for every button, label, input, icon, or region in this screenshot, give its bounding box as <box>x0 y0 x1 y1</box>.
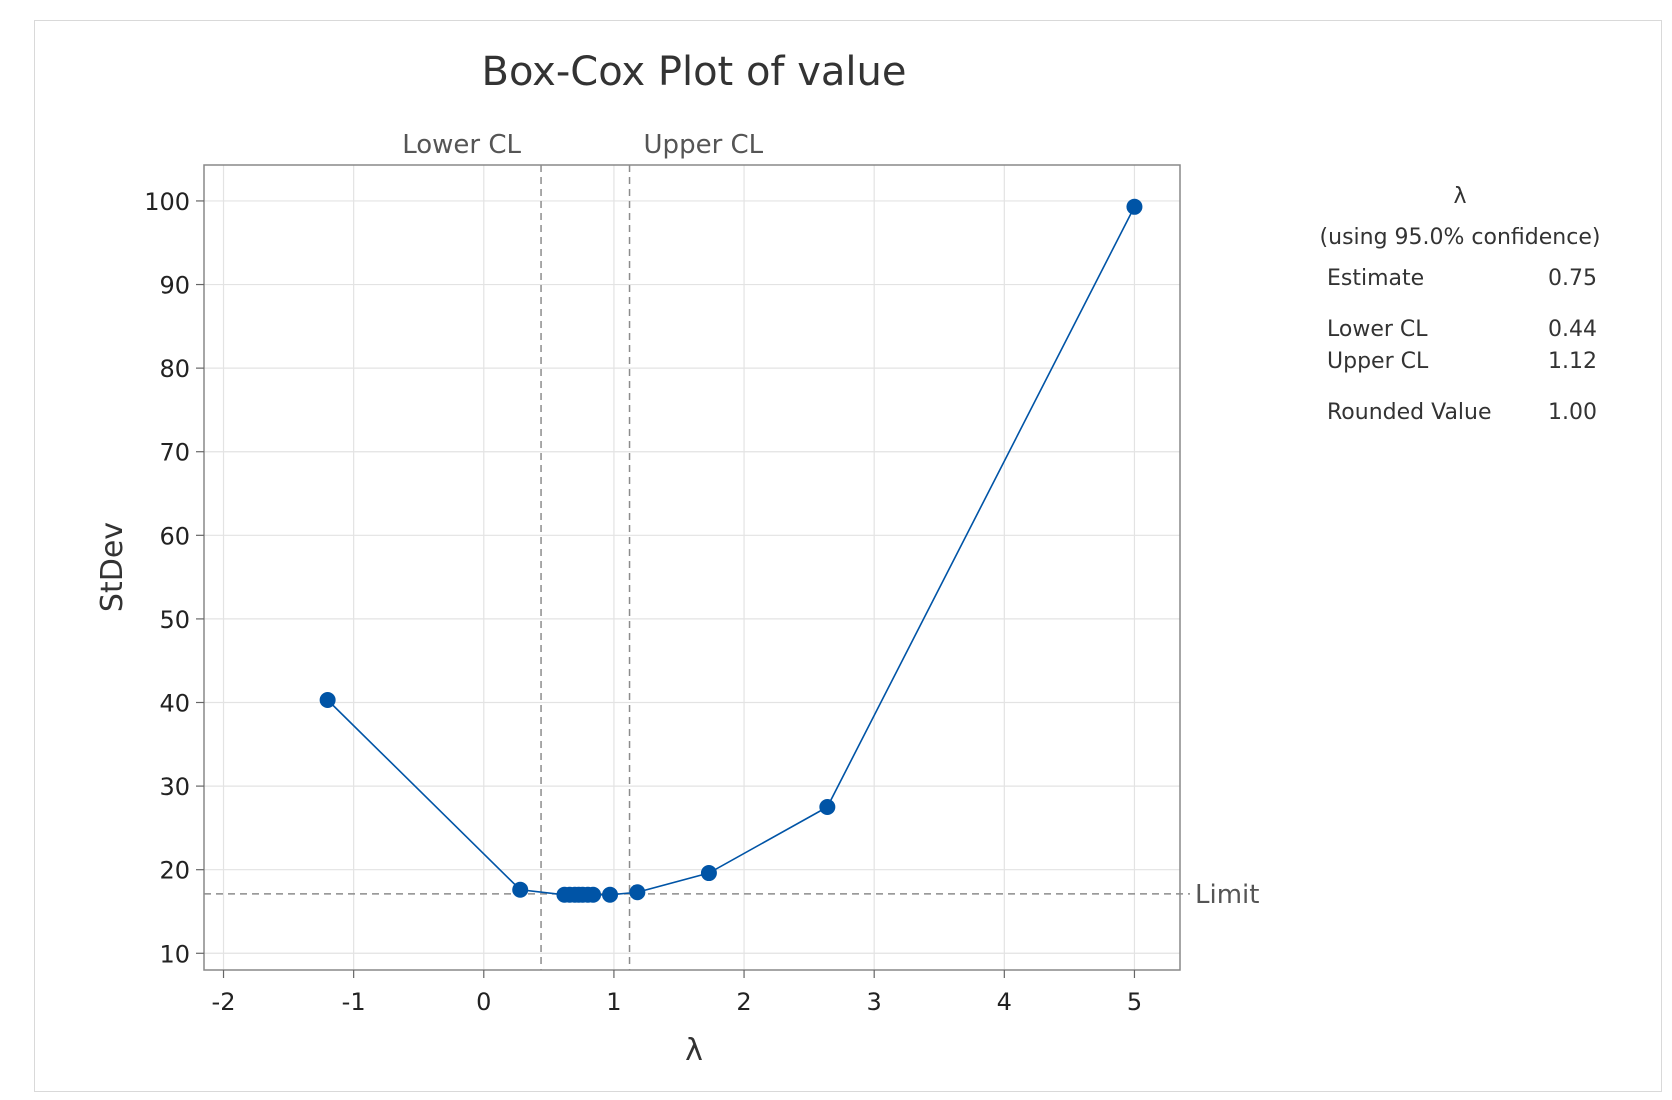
upper-cl-label: Upper CL <box>644 130 764 160</box>
series-line <box>327 206 1136 896</box>
data-point <box>585 886 602 903</box>
x-axis-ticks: -2 -1 0 1 2 3 4 5 <box>212 970 1142 1016</box>
y-tick-label: 20 <box>159 857 190 885</box>
x-tick-label: -2 <box>212 988 236 1016</box>
data-point <box>819 798 836 815</box>
data-point <box>629 884 646 901</box>
x-tick-label: 3 <box>867 988 882 1016</box>
y-tick-label: 60 <box>159 522 190 550</box>
grid <box>204 165 1180 970</box>
legend: λ (using 95.0% confidence) Estimate 0.75… <box>1320 184 1601 425</box>
y-tick-label: 30 <box>159 773 190 801</box>
y-tick-label: 40 <box>159 690 190 718</box>
y-tick-label: 50 <box>159 606 190 634</box>
chart-frame <box>34 20 1662 1092</box>
plot-area <box>203 164 1181 971</box>
data-point <box>512 881 529 898</box>
series <box>319 198 1143 903</box>
y-tick-label: 10 <box>159 940 190 968</box>
data-point <box>700 865 717 882</box>
x-tick-label: 4 <box>997 988 1012 1016</box>
legend-value-estimate: 0.75 <box>1548 266 1597 291</box>
legend-value-upper-cl: 1.12 <box>1548 349 1597 374</box>
limit-label: Limit <box>1195 880 1259 910</box>
x-tick-label: 5 <box>1127 988 1142 1016</box>
legend-label-lower-cl: Lower CL <box>1327 317 1428 342</box>
legend-label-estimate: Estimate <box>1327 266 1424 291</box>
chart-title: Box-Cox Plot of value <box>482 49 907 95</box>
x-tick-label: 1 <box>606 988 621 1016</box>
data-point <box>319 691 336 708</box>
legend-heading: λ <box>1453 184 1466 209</box>
lower-cl-label: Lower CL <box>402 130 521 160</box>
y-axis-ticks: 10 20 30 40 50 60 70 80 90 100 <box>144 188 204 968</box>
data-point <box>1126 198 1143 215</box>
legend-value-rounded-value: 1.00 <box>1548 400 1597 425</box>
x-tick-label: 0 <box>476 988 491 1016</box>
data-point <box>602 886 619 903</box>
legend-subheading: (using 95.0% confidence) <box>1320 225 1601 250</box>
legend-label-upper-cl: Upper CL <box>1327 349 1429 374</box>
x-axis-label: λ <box>685 1033 703 1068</box>
y-axis-label: StDev <box>95 522 130 612</box>
y-tick-label: 80 <box>159 355 190 383</box>
y-tick-label: 90 <box>159 272 190 300</box>
y-tick-label: 70 <box>159 439 190 467</box>
x-tick-label: 2 <box>736 988 751 1016</box>
y-tick-label: 100 <box>144 188 190 216</box>
legend-value-lower-cl: 0.44 <box>1548 317 1597 342</box>
x-tick-label: -1 <box>342 988 366 1016</box>
legend-label-rounded-value: Rounded Value <box>1327 400 1492 425</box>
reference-lines: Lower CL Upper CL Limit <box>204 130 1259 970</box>
